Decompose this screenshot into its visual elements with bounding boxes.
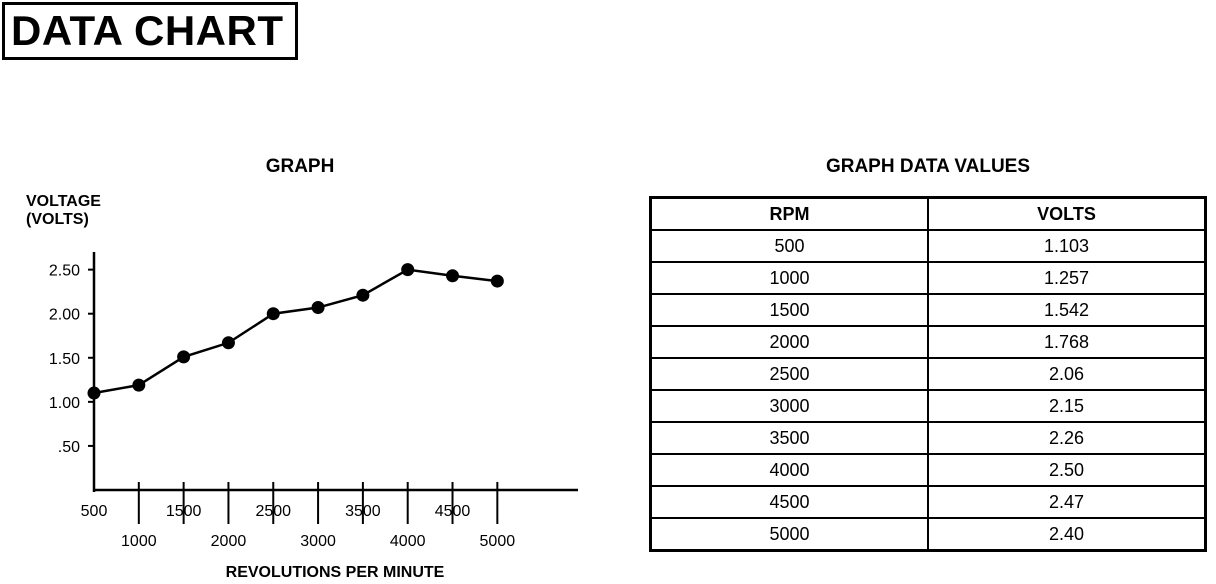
cell-rpm: 3500 xyxy=(649,421,929,455)
cell-volts: 2.50 xyxy=(927,453,1207,487)
line-chart: .50 1.00 1.50 2.00 2.50 500 1000 1500 2000 2500 30… xyxy=(49,252,578,550)
data-point xyxy=(446,269,460,283)
cell-volts: 2.40 xyxy=(927,517,1207,552)
y-tick-label: .50 xyxy=(58,439,80,456)
cell-rpm: 4500 xyxy=(649,485,929,519)
cell-rpm: 1500 xyxy=(649,293,929,327)
table-header-row: RPM VOLTS xyxy=(649,196,1207,231)
data-point xyxy=(311,301,325,315)
cell-volts: 2.26 xyxy=(927,421,1207,455)
header-volts: VOLTS xyxy=(927,196,1207,231)
table-row: 4000 2.50 xyxy=(649,453,1207,487)
y-axis-label-line2: (VOLTS) xyxy=(26,211,89,228)
table-row: 1000 1.257 xyxy=(649,261,1207,295)
table-row: 3500 2.26 xyxy=(649,421,1207,455)
table-row: 5000 2.40 xyxy=(649,517,1207,552)
data-point xyxy=(401,263,415,277)
x-tick-label: 2500 xyxy=(255,503,291,520)
x-tick-label: 3000 xyxy=(300,533,336,550)
page-title: DATA CHART xyxy=(2,2,298,60)
x-tick-label: 4500 xyxy=(435,503,471,520)
table-row: 1500 1.542 xyxy=(649,293,1207,327)
table-row: 500 1.103 xyxy=(649,229,1207,263)
cell-rpm: 2500 xyxy=(649,357,929,391)
cell-volts: 1.542 xyxy=(927,293,1207,327)
cell-volts: 1.257 xyxy=(927,261,1207,295)
x-tick-label: 3500 xyxy=(345,503,381,520)
data-point xyxy=(266,307,280,321)
x-tick-label: 500 xyxy=(81,503,108,520)
table-row: 3000 2.15 xyxy=(649,389,1207,423)
x-tick-label: 2000 xyxy=(211,533,247,550)
graph-data-table: RPM VOLTS 500 1.103 1000 1.257 1500 1.542 2… xyxy=(649,196,1207,552)
cell-rpm: 4000 xyxy=(649,453,929,487)
x-tick-label: 5000 xyxy=(480,533,516,550)
y-axis-label-line1: VOLTAGE xyxy=(26,193,101,210)
data-point xyxy=(356,288,370,302)
series-line xyxy=(93,268,498,395)
table-title: GRAPH DATA VALUES xyxy=(825,156,1031,177)
data-point xyxy=(87,386,101,400)
cell-volts: 2.47 xyxy=(927,485,1207,519)
y-tick-label: 2.50 xyxy=(49,263,80,280)
cell-rpm: 3000 xyxy=(649,389,929,423)
y-axis-label: VOLTAGE (VOLTS) xyxy=(26,193,101,229)
data-point xyxy=(177,350,191,364)
data-point xyxy=(221,336,235,350)
table-row: 4500 2.47 xyxy=(649,485,1207,519)
y-tick-label: 1.50 xyxy=(49,351,80,368)
table-row: 2500 2.06 xyxy=(649,357,1207,391)
cell-volts: 1.768 xyxy=(927,325,1207,359)
cell-rpm: 1000 xyxy=(649,261,929,295)
x-tick-label: 4000 xyxy=(390,533,426,550)
cell-volts: 2.15 xyxy=(927,389,1207,423)
header-rpm: RPM xyxy=(649,196,929,231)
data-point xyxy=(490,274,504,288)
cell-volts: 1.103 xyxy=(927,229,1207,263)
y-tick-label: 1.00 xyxy=(49,395,80,412)
x-axis-label: REVOLUTIONS PER MINUTE xyxy=(225,564,445,581)
x-tick-label: 1500 xyxy=(166,503,202,520)
data-point xyxy=(132,378,146,392)
cell-rpm: 2000 xyxy=(649,325,929,359)
cell-rpm: 500 xyxy=(649,229,929,263)
cell-rpm: 5000 xyxy=(649,517,929,552)
table-row: 2000 1.768 xyxy=(649,325,1207,359)
graph-title: GRAPH xyxy=(265,156,335,177)
y-tick-label: 2.00 xyxy=(49,307,80,324)
cell-volts: 2.06 xyxy=(927,357,1207,391)
x-tick-label: 1000 xyxy=(121,533,157,550)
